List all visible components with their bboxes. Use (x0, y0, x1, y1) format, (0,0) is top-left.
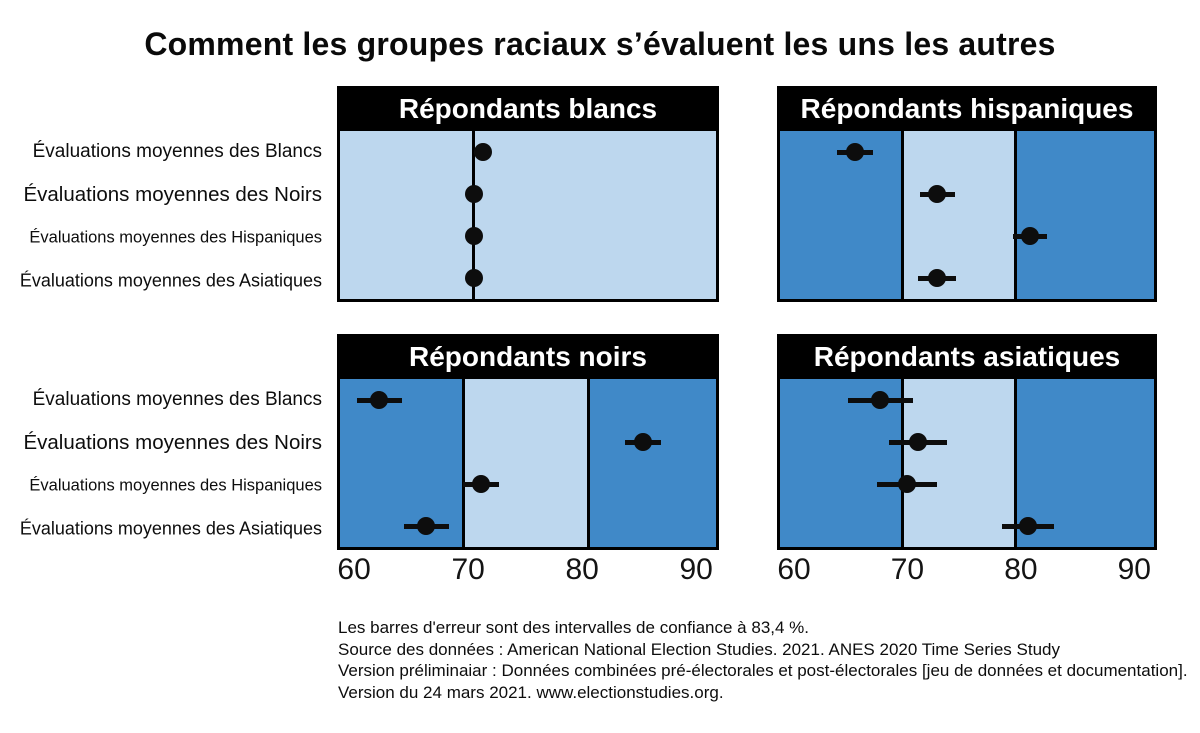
row-label: Évaluations moyennes des Hispaniques (29, 476, 322, 495)
reference-line (461, 379, 465, 547)
panel-repondants-asiatiques: Répondants asiatiques (777, 334, 1157, 550)
data-point (370, 391, 389, 409)
x-axis-right: 60 70 80 90 (777, 553, 1157, 593)
data-point (928, 269, 947, 287)
reference-line (1014, 379, 1018, 547)
row-labels-bottom: Évaluations moyennes des Blancs Évaluatio… (0, 379, 330, 550)
panel-repondants-hispaniques: Répondants hispaniques (777, 86, 1157, 302)
x-axis-tick-label: 90 (1117, 553, 1151, 586)
panel-title: Répondants blancs (337, 86, 719, 131)
highlight-band (340, 131, 716, 299)
plot-area (337, 379, 719, 550)
data-point (472, 475, 491, 493)
footnote-line: Source des données : American National E… (338, 639, 1060, 659)
plot-area (337, 131, 719, 302)
reference-line (1014, 131, 1018, 299)
x-axis-tick-label: 80 (1004, 553, 1038, 586)
reference-line (901, 379, 905, 547)
row-label: Évaluations moyennes des Noirs (23, 431, 322, 455)
plot-area (777, 379, 1157, 550)
plot-area (777, 131, 1157, 302)
row-label: Évaluations moyennes des Asiatiques (19, 270, 322, 291)
footnote-line: Version du 24 mars 2021. www.electionstu… (338, 682, 724, 702)
row-label: Évaluations moyennes des Noirs (23, 183, 322, 207)
data-point (417, 517, 436, 535)
row-label: Évaluations moyennes des Asiatiques (19, 518, 322, 539)
data-point (464, 185, 483, 203)
data-point (898, 475, 917, 493)
data-point (928, 185, 947, 203)
x-axis-left: 60 70 80 90 (337, 553, 719, 593)
highlight-band (902, 131, 1016, 299)
reference-line (472, 131, 476, 299)
data-point (473, 143, 492, 161)
x-axis-tick-label: 60 (777, 553, 811, 586)
x-axis-tick-label: 60 (337, 553, 371, 586)
data-point (871, 391, 890, 409)
highlight-band (463, 379, 589, 547)
data-point (1018, 517, 1037, 535)
panel-repondants-blancs: Répondants blancs (337, 86, 719, 302)
row-label: Évaluations moyennes des Hispaniques (29, 228, 322, 247)
data-point (909, 433, 928, 451)
x-axis-tick-label: 80 (565, 553, 599, 586)
panel-title: Répondants asiatiques (777, 334, 1157, 379)
reference-line (586, 379, 590, 547)
footnote-line: Version préliminaiar : Données combinées… (338, 661, 1188, 680)
row-label: Évaluations moyennes des Blancs (32, 389, 322, 411)
data-point (845, 143, 864, 161)
data-point (634, 433, 653, 451)
panel-title: Répondants noirs (337, 334, 719, 379)
panel-title: Répondants hispaniques (777, 86, 1157, 131)
data-point (464, 269, 483, 287)
row-label: Évaluations moyennes des Blancs (32, 141, 322, 163)
data-point (464, 227, 483, 245)
footnote-line: Les barres d'erreur sont des intervalles… (338, 618, 810, 637)
x-axis-tick-label: 70 (451, 553, 485, 586)
chart-title: Comment les groupes raciaux s’évaluent l… (144, 26, 1056, 62)
x-axis-tick-label: 90 (679, 553, 713, 586)
data-point (1021, 227, 1040, 245)
footnote: Les barres d'erreur sont des intervalles… (338, 617, 1188, 703)
x-axis-tick-label: 70 (890, 553, 925, 586)
row-labels-top: Évaluations moyennes des Blancs Évaluatio… (0, 131, 330, 302)
highlight-band (902, 379, 1016, 547)
panel-repondants-noirs: Répondants noirs (337, 334, 719, 550)
reference-line (901, 131, 905, 299)
